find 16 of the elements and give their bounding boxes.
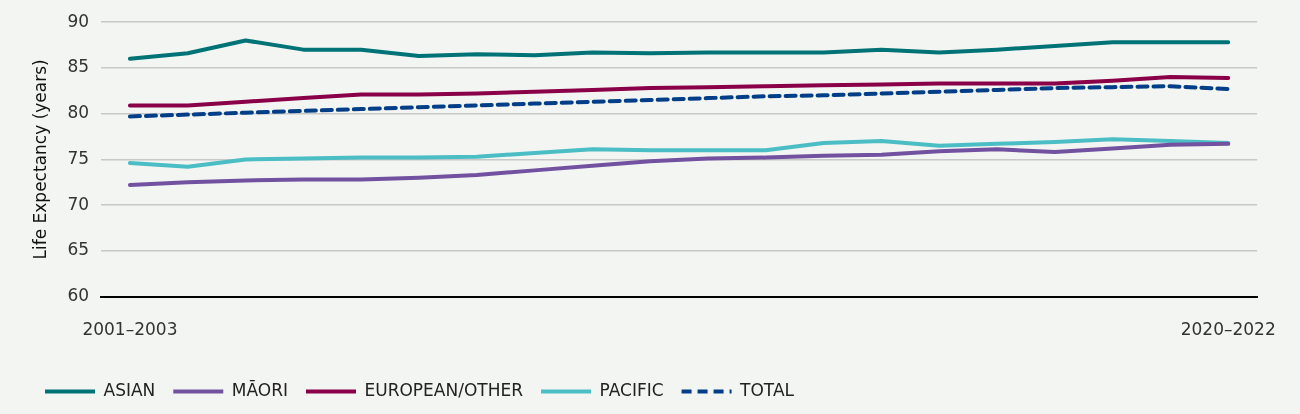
legend-label: PACIFIC	[599, 379, 664, 400]
legend-label: EUROPEAN/OTHER	[364, 379, 524, 400]
line-series	[127, 84, 1231, 119]
y-tick-label: 65	[67, 239, 90, 260]
y-tick-label: 70	[67, 193, 90, 214]
y-tick-label: 75	[67, 147, 90, 168]
x-tick-label: 2020–2022	[1180, 319, 1276, 340]
legend-label: ASIAN	[103, 379, 156, 400]
y-tick-label: 90	[67, 10, 90, 31]
legend-label: MĀORI	[231, 378, 288, 400]
y-tick-label: 80	[67, 102, 90, 123]
y-tick-label: 85	[67, 56, 90, 77]
y-axis-title: Life Expectancy (years)	[29, 59, 50, 260]
legend-label: TOTAL	[739, 379, 795, 400]
x-tick-label: 2001–2003	[82, 319, 178, 340]
y-tick-label: 60	[67, 285, 90, 306]
